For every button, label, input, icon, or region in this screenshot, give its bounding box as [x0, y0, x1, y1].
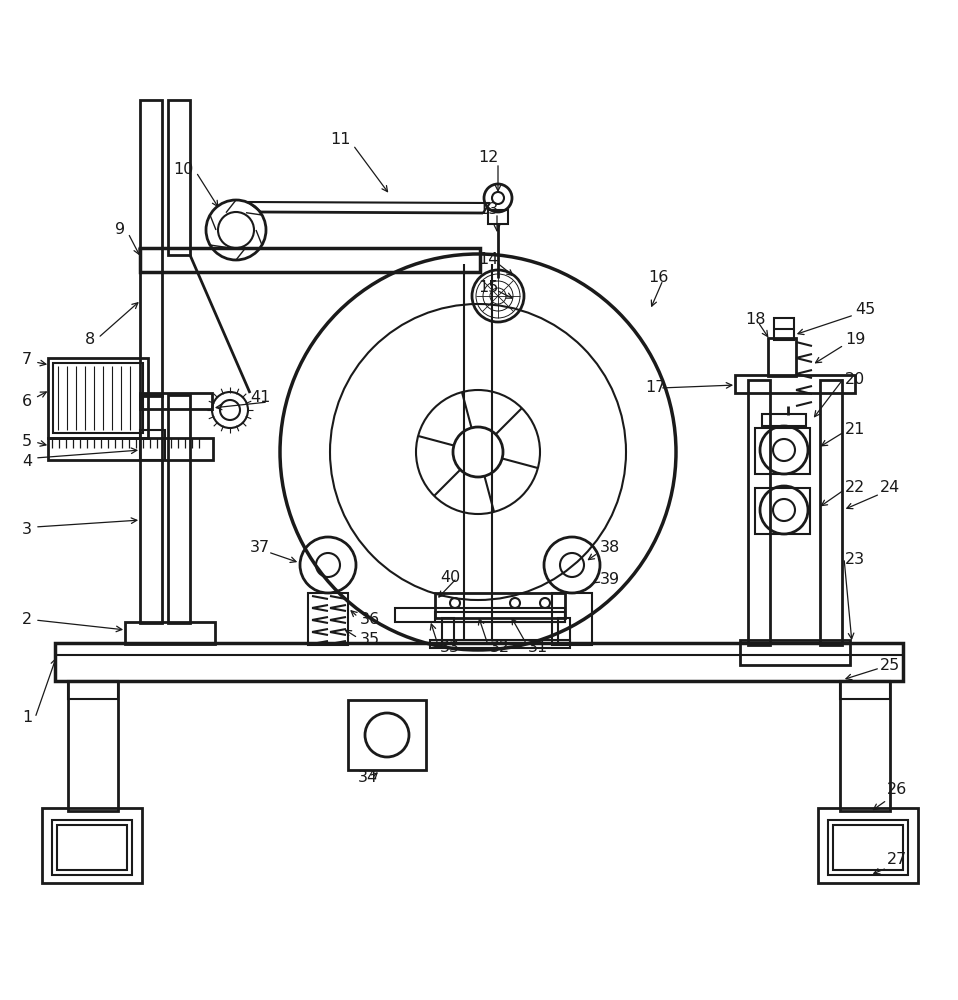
Text: 8: 8: [85, 332, 95, 348]
Bar: [768, 338, 796, 376]
Text: 19: 19: [845, 332, 865, 348]
Bar: [435, 612, 565, 622]
Bar: [55, 643, 903, 681]
Text: 41: 41: [250, 390, 270, 406]
Bar: [488, 210, 508, 224]
Text: 16: 16: [648, 270, 669, 286]
Text: 6: 6: [22, 394, 33, 410]
Bar: [125, 622, 215, 644]
Bar: [762, 414, 806, 426]
Bar: [140, 395, 162, 623]
Text: 22: 22: [845, 481, 865, 495]
Bar: [168, 395, 190, 623]
Text: 31: 31: [528, 641, 548, 656]
Bar: [442, 618, 454, 643]
Text: 26: 26: [887, 782, 907, 798]
Text: 39: 39: [600, 572, 620, 587]
Bar: [140, 430, 165, 460]
Text: 4: 4: [22, 454, 33, 470]
Bar: [735, 375, 855, 393]
Text: 18: 18: [745, 312, 765, 328]
Text: 14: 14: [478, 252, 498, 267]
Text: 21: 21: [845, 422, 865, 438]
Text: 38: 38: [600, 540, 620, 556]
Bar: [740, 640, 850, 665]
Text: 7: 7: [22, 353, 33, 367]
Bar: [840, 681, 890, 811]
Text: 23: 23: [845, 552, 865, 568]
Bar: [68, 681, 118, 699]
Bar: [558, 618, 570, 643]
Bar: [52, 820, 132, 875]
Text: 36: 36: [360, 612, 380, 628]
Text: 11: 11: [330, 132, 351, 147]
Bar: [748, 380, 770, 645]
Text: 45: 45: [855, 302, 876, 318]
Text: 5: 5: [22, 434, 33, 450]
Bar: [833, 825, 903, 870]
Bar: [57, 825, 127, 870]
Bar: [140, 248, 480, 272]
Bar: [53, 363, 143, 433]
Bar: [430, 640, 570, 648]
Bar: [755, 488, 810, 534]
Bar: [435, 593, 565, 618]
Bar: [140, 100, 162, 396]
Bar: [42, 808, 142, 883]
Bar: [48, 438, 213, 460]
Text: 24: 24: [880, 481, 901, 495]
Bar: [755, 428, 810, 474]
Bar: [308, 593, 348, 645]
Text: 1: 1: [22, 710, 33, 726]
Bar: [840, 681, 890, 699]
Text: 3: 3: [22, 522, 32, 538]
Bar: [828, 820, 908, 875]
Bar: [168, 100, 190, 255]
Text: 33: 33: [440, 641, 460, 656]
Bar: [552, 593, 592, 645]
Text: 27: 27: [887, 852, 907, 867]
Bar: [820, 380, 842, 645]
Text: 13: 13: [478, 202, 498, 218]
Text: 20: 20: [845, 372, 865, 387]
Bar: [48, 358, 148, 438]
Bar: [140, 393, 212, 409]
Bar: [348, 700, 426, 770]
Text: 2: 2: [22, 612, 33, 628]
Text: 37: 37: [250, 540, 270, 556]
Text: 32: 32: [490, 641, 510, 656]
Text: 34: 34: [358, 770, 378, 786]
Text: 25: 25: [880, 658, 901, 672]
Bar: [818, 808, 918, 883]
Bar: [395, 608, 565, 622]
Text: 35: 35: [360, 633, 380, 648]
Text: 9: 9: [115, 223, 125, 237]
Text: 12: 12: [478, 150, 498, 165]
Text: 40: 40: [440, 570, 460, 585]
Text: 15: 15: [478, 280, 498, 296]
Text: 17: 17: [645, 380, 666, 395]
Bar: [68, 681, 118, 811]
Bar: [774, 318, 794, 340]
Text: 10: 10: [173, 162, 194, 178]
